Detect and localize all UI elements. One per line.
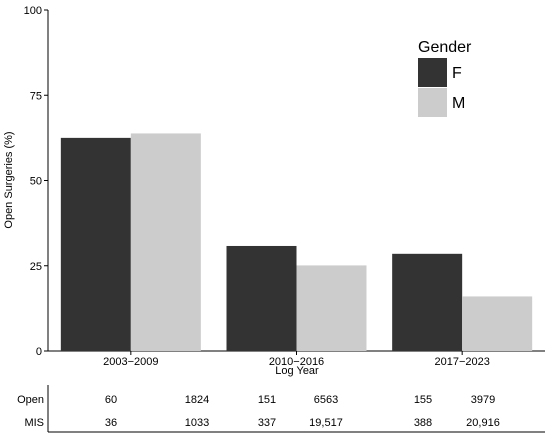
x-axis-label: Log Year	[275, 365, 319, 377]
table-cell: 20,916	[466, 417, 500, 429]
table-cell: 155	[414, 394, 432, 406]
x-tick-label: 2010−2016	[269, 356, 324, 368]
table-cell: 388	[414, 417, 432, 429]
y-tick-label: 25	[30, 261, 42, 273]
y-tick-label: 0	[36, 346, 42, 358]
bars	[60, 133, 533, 351]
bar-M-1	[296, 265, 367, 351]
table-cell: 3979	[471, 394, 495, 406]
bar-F-1	[226, 245, 297, 351]
legend-swatch-F	[418, 58, 447, 87]
table-cell: 6563	[314, 394, 338, 406]
y-tick-label: 50	[30, 176, 42, 188]
legend: Gender FM	[418, 39, 472, 117]
y-tick-label: 100	[24, 5, 42, 17]
table-row-label: Open	[17, 394, 44, 406]
legend-swatch-M	[418, 88, 447, 117]
x-tick-label: 2003−2009	[103, 356, 158, 368]
y-axis-label: Open Surgeries (%)	[3, 131, 15, 228]
bar-M-2	[462, 296, 533, 351]
legend-label-M: M	[452, 95, 465, 112]
table-cell: 1824	[185, 394, 209, 406]
legend-title: Gender	[418, 39, 472, 56]
table-cell: 19,517	[309, 417, 343, 429]
count-table: Open 60 1824 151 6563 155 3979 MIS 36 1033 337 19,5…	[17, 385, 545, 433]
y-tick-label: 75	[30, 90, 42, 102]
table-cell: 337	[258, 417, 276, 429]
table-cell: 1033	[185, 417, 209, 429]
table-cell: 60	[105, 394, 117, 406]
table-cell: 151	[258, 394, 276, 406]
axes: 0 25 50 75 100 2003−2009 2010−2016 2017−2023	[24, 5, 545, 368]
legend-label-F: F	[452, 65, 462, 82]
bar-F-2	[392, 253, 463, 351]
table-row-label: MIS	[24, 417, 44, 429]
bar-F-0	[60, 137, 131, 351]
table-cell: 36	[105, 417, 117, 429]
x-tick-label: 2017−2023	[434, 356, 489, 368]
bar-M-0	[130, 133, 201, 351]
